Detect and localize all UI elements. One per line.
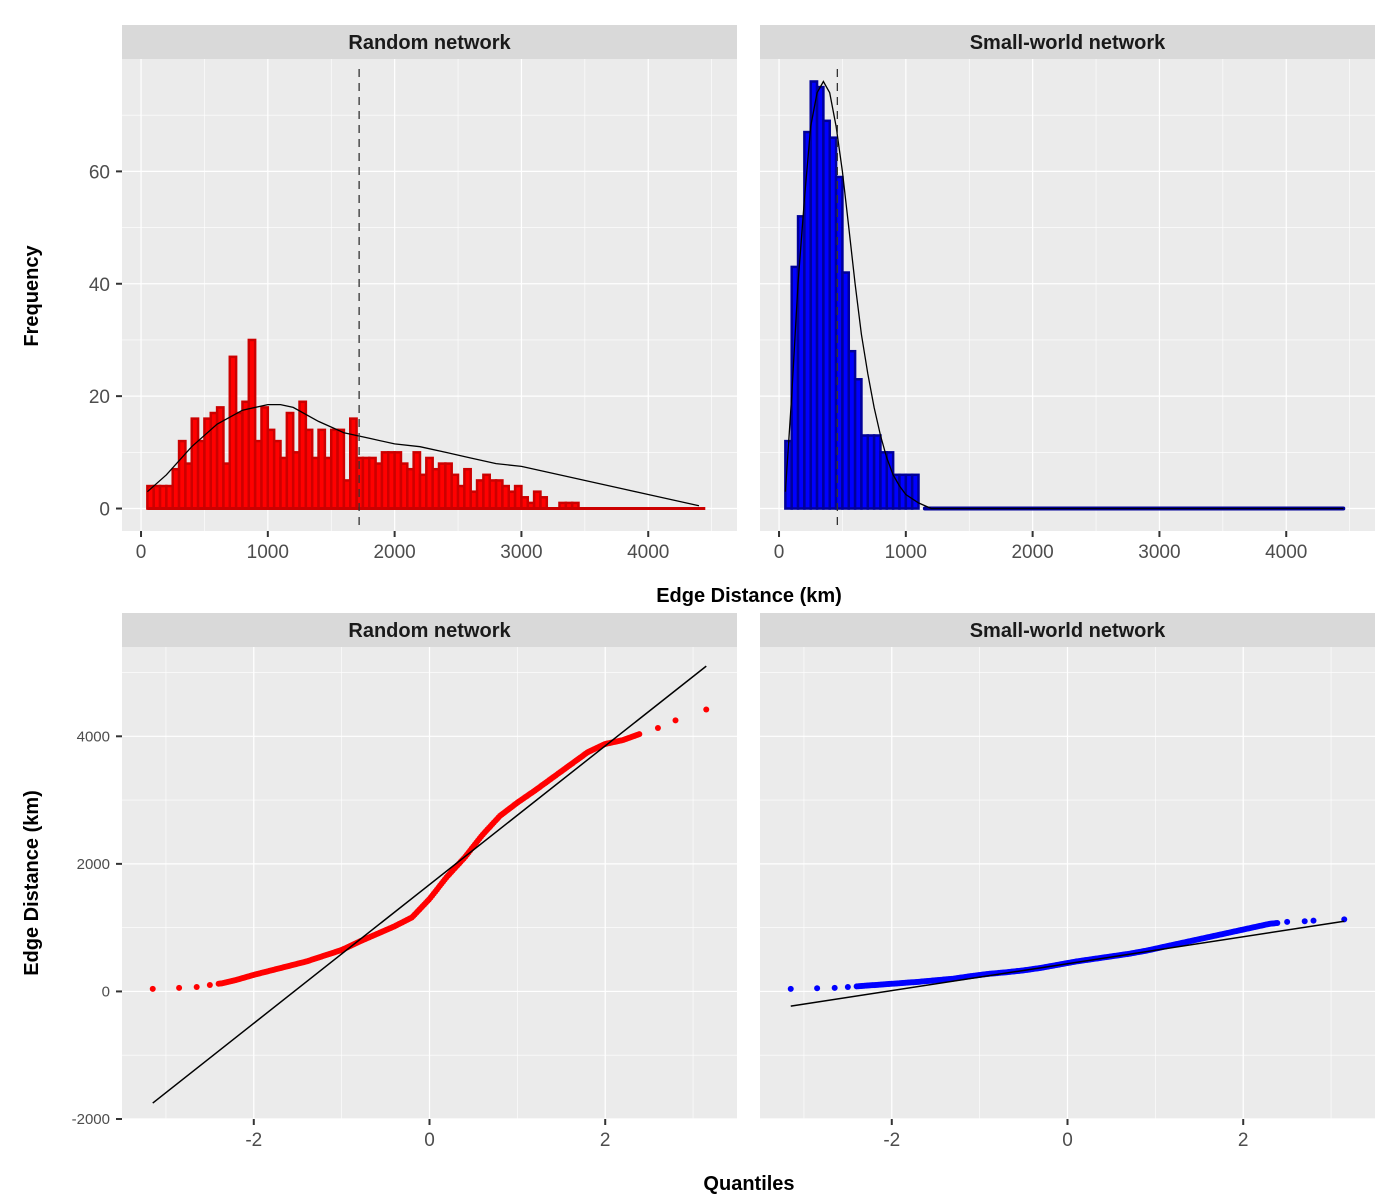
qq-point xyxy=(636,731,643,738)
strip-background xyxy=(760,613,1375,647)
qq-reference-line xyxy=(790,920,1345,1007)
x-tick-label: 1000 xyxy=(885,542,927,563)
qq-point xyxy=(654,725,661,732)
x-tick-label: 3000 xyxy=(1138,542,1180,563)
qq-point xyxy=(149,985,156,992)
panel-qq-random: Random network -2 0 2 -2000 0 2000 4000 xyxy=(72,613,737,1151)
y-axis-title-edge-distance: Edge Distance (km) xyxy=(21,790,43,976)
qq-point xyxy=(814,985,821,992)
x-axis-title-edge-distance: Edge Distance (km) xyxy=(656,585,842,607)
x-tick-label: 0 xyxy=(1062,1130,1073,1151)
panel-hist-random: Random network 0 1000 2000 3000 4000 0 20 40 60 xyxy=(89,25,737,563)
x-tick-label: -2 xyxy=(883,1130,900,1151)
panel-qq-small-world: Small-world network -2 0 2 xyxy=(760,613,1375,1151)
qq-point xyxy=(1301,918,1308,925)
y-tick-label: -2000 xyxy=(72,1111,110,1128)
qq-point xyxy=(1310,917,1317,924)
histogram-bar xyxy=(539,496,549,510)
qq-reference-line xyxy=(152,665,707,1104)
y-tick-label: 0 xyxy=(99,500,110,521)
x-tick-label: -2 xyxy=(245,1130,262,1151)
panel-hist-small-world: Small-world network 0 1000 2000 3000 4000 xyxy=(760,25,1375,563)
x-axis-title-quantiles: Quantiles xyxy=(703,1173,794,1195)
x-tick-label: 2 xyxy=(600,1130,611,1151)
qq-point xyxy=(703,706,710,713)
qq-point xyxy=(206,982,213,989)
strip-background xyxy=(760,25,1375,59)
strip-title: Small-world network xyxy=(970,620,1166,642)
y-tick-label: 40 xyxy=(89,275,110,296)
qq-point xyxy=(672,717,679,724)
x-tick-label: 1000 xyxy=(247,542,289,563)
y-axis-title-frequency: Frequency xyxy=(21,245,43,347)
strip-title: Random network xyxy=(348,32,511,54)
qq-point xyxy=(1284,918,1291,925)
y-tick-label: 20 xyxy=(89,387,110,408)
x-tick-label: 2 xyxy=(1238,1130,1249,1151)
x-tick-label: 2000 xyxy=(373,542,415,563)
qq-point xyxy=(844,983,851,990)
qq-point xyxy=(176,984,183,991)
strip-background xyxy=(122,613,737,647)
strip-title: Random network xyxy=(348,620,511,642)
x-tick-label: 4000 xyxy=(627,542,669,563)
y-tick-label: 0 xyxy=(102,983,110,1000)
y-tick-label: 60 xyxy=(89,162,110,183)
x-tick-label: 0 xyxy=(424,1130,435,1151)
qq-point xyxy=(831,984,838,991)
x-tick-label: 0 xyxy=(136,542,147,563)
x-tick-label: 3000 xyxy=(500,542,542,563)
strip-background xyxy=(122,25,737,59)
qq-point xyxy=(1274,919,1281,926)
histogram-bar xyxy=(910,473,920,510)
x-tick-label: 0 xyxy=(774,542,785,563)
density-curve xyxy=(784,80,1344,510)
qq-point xyxy=(787,985,794,992)
qq-point xyxy=(193,983,200,990)
x-tick-label: 4000 xyxy=(1265,542,1307,563)
x-tick-label: 2000 xyxy=(1011,542,1053,563)
y-tick-label: 2000 xyxy=(77,856,110,873)
strip-title: Small-world network xyxy=(970,32,1166,54)
density-curve xyxy=(146,403,700,507)
y-tick-label: 4000 xyxy=(77,728,110,745)
